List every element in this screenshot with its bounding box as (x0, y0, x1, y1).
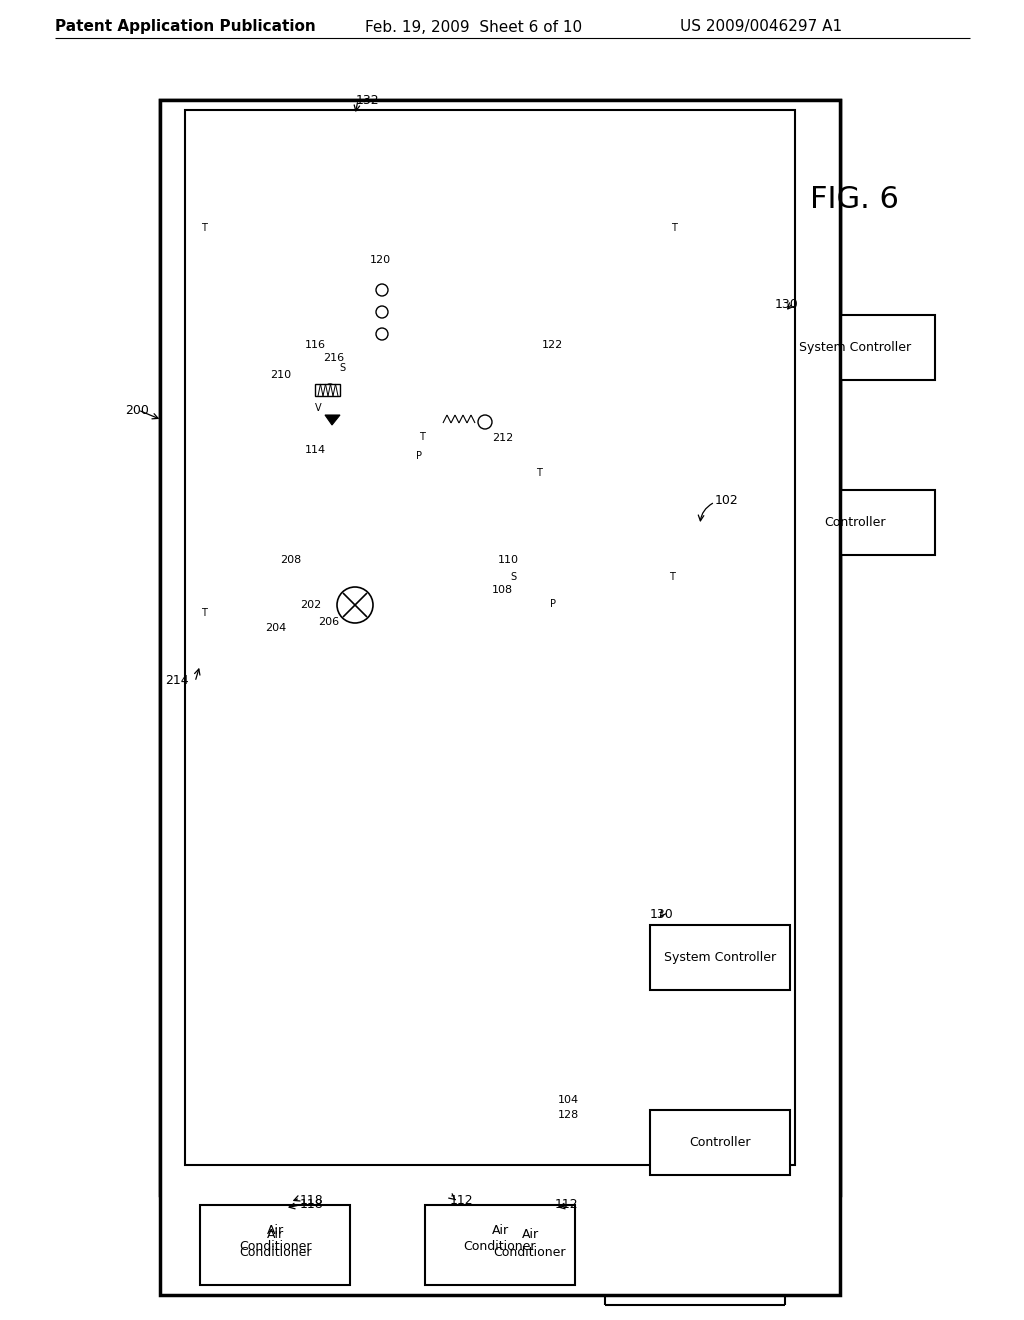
Text: Air: Air (521, 1229, 539, 1242)
Bar (195, 220, 213, 235)
Bar (545, 294, 590, 330)
Text: System Controller: System Controller (799, 342, 911, 355)
Circle shape (376, 306, 388, 318)
Circle shape (376, 327, 388, 341)
Bar (665, 570, 679, 583)
Bar (425, 1205, 575, 1284)
Text: 206: 206 (318, 616, 339, 627)
Text: Controller: Controller (689, 1137, 751, 1150)
Text: 128: 128 (558, 1110, 580, 1119)
Bar (510, 545, 665, 601)
Text: Air: Air (266, 1229, 284, 1242)
Text: T: T (669, 572, 675, 582)
Text: S: S (510, 572, 516, 582)
Text: T: T (201, 609, 207, 618)
Text: Conditioner: Conditioner (239, 1241, 311, 1254)
Text: 216: 216 (323, 352, 344, 363)
Text: Air: Air (266, 1224, 284, 1237)
Text: T: T (419, 432, 425, 442)
Text: 104: 104 (558, 1096, 580, 1105)
Bar (775, 315, 935, 380)
Bar (295, 115, 470, 129)
Text: 204: 204 (265, 623, 287, 634)
Text: FIG. 6: FIG. 6 (810, 186, 899, 214)
Bar (200, 1205, 350, 1284)
Text: 122: 122 (542, 341, 563, 350)
Bar (550, 115, 685, 129)
Text: T: T (201, 223, 207, 234)
Text: Controller: Controller (824, 516, 886, 529)
Text: Feb. 19, 2009  Sheet 6 of 10: Feb. 19, 2009 Sheet 6 of 10 (365, 20, 582, 34)
Bar (775, 490, 935, 554)
Text: 118: 118 (300, 1193, 324, 1206)
Bar (440, 405, 480, 440)
Text: 202: 202 (300, 601, 322, 610)
Text: Air: Air (492, 1224, 509, 1237)
Bar (530, 466, 548, 480)
Bar (415, 450, 427, 462)
Text: 116: 116 (305, 341, 326, 350)
Bar (335, 360, 349, 375)
Bar (315, 384, 340, 396)
Bar (665, 220, 683, 235)
Text: 214: 214 (165, 673, 188, 686)
Bar (355, 271, 410, 350)
Polygon shape (325, 414, 340, 425)
Text: 130: 130 (650, 908, 674, 921)
Text: 210: 210 (270, 370, 291, 380)
Bar (350, 389, 420, 465)
Bar (650, 925, 790, 990)
Text: 110: 110 (498, 554, 519, 565)
Bar (160, 100, 840, 1295)
Bar (415, 430, 429, 444)
Bar (650, 1110, 790, 1175)
Text: 114: 114 (305, 445, 326, 455)
Circle shape (324, 384, 336, 396)
Circle shape (337, 587, 373, 623)
Text: Patent Application Publication: Patent Application Publication (55, 20, 315, 34)
Text: 112: 112 (555, 1199, 579, 1212)
Bar (506, 570, 520, 583)
Text: 118: 118 (300, 1199, 324, 1212)
Text: 132: 132 (355, 94, 379, 107)
Text: 102: 102 (715, 494, 738, 507)
Text: 120: 120 (370, 255, 391, 265)
Text: 208: 208 (280, 554, 301, 565)
Bar (300, 475, 355, 565)
Text: T: T (536, 469, 542, 478)
Text: System Controller: System Controller (664, 952, 776, 965)
Text: 130: 130 (775, 298, 799, 312)
Text: 212: 212 (492, 433, 513, 444)
Text: Conditioner: Conditioner (494, 1246, 566, 1258)
Text: P: P (550, 599, 556, 609)
Text: V: V (315, 403, 322, 413)
Text: P: P (416, 451, 422, 461)
Text: Conditioner: Conditioner (239, 1246, 311, 1258)
Text: 200: 200 (125, 404, 148, 417)
Bar (195, 606, 213, 620)
Circle shape (478, 414, 492, 429)
Bar (549, 598, 561, 610)
Text: 108: 108 (492, 585, 513, 595)
Circle shape (376, 284, 388, 296)
Polygon shape (340, 355, 420, 385)
Text: US 2009/0046297 A1: US 2009/0046297 A1 (680, 20, 842, 34)
Text: T: T (671, 223, 677, 234)
Text: 112: 112 (450, 1193, 474, 1206)
Bar (355, 366, 410, 385)
Text: Conditioner: Conditioner (464, 1241, 537, 1254)
Bar (185, 125, 795, 1166)
Bar (160, 100, 840, 1195)
Bar (200, 1210, 350, 1290)
Bar (455, 1210, 605, 1290)
Text: S: S (339, 363, 345, 374)
Bar (185, 110, 795, 1166)
